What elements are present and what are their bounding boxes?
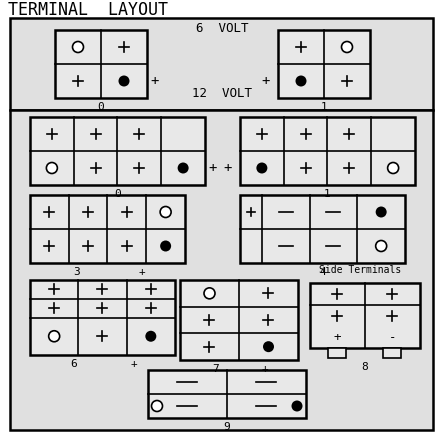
Circle shape <box>388 163 399 174</box>
Text: 0: 0 <box>114 189 121 199</box>
Circle shape <box>178 163 189 174</box>
Circle shape <box>160 241 171 252</box>
Text: +: + <box>151 74 159 88</box>
Circle shape <box>376 241 387 252</box>
Text: 1: 1 <box>324 189 331 199</box>
Text: TERMINAL  LAYOUT: TERMINAL LAYOUT <box>8 1 168 19</box>
Bar <box>148 370 306 418</box>
Text: +: + <box>262 74 270 88</box>
Bar <box>30 195 185 263</box>
Text: Side Terminals: Side Terminals <box>319 265 401 275</box>
Circle shape <box>145 331 156 342</box>
Text: +: + <box>138 267 145 277</box>
Circle shape <box>256 163 268 174</box>
Text: +: + <box>261 364 268 374</box>
Text: +: + <box>224 161 232 175</box>
Text: 6: 6 <box>70 359 77 369</box>
Bar <box>240 195 405 263</box>
Circle shape <box>49 331 60 342</box>
Circle shape <box>342 42 353 53</box>
Text: 8: 8 <box>361 362 369 372</box>
Circle shape <box>204 288 215 299</box>
Text: 6  VOLT: 6 VOLT <box>196 22 248 35</box>
Text: 12  VOLT: 12 VOLT <box>192 86 252 100</box>
Text: +: + <box>334 330 341 344</box>
Text: -: - <box>389 330 396 344</box>
Circle shape <box>160 206 171 218</box>
Text: +: + <box>131 359 138 369</box>
Text: 3: 3 <box>73 267 80 277</box>
Circle shape <box>118 75 129 86</box>
Bar <box>30 117 205 185</box>
Text: +: + <box>209 161 217 175</box>
Text: 9: 9 <box>224 422 230 432</box>
Circle shape <box>73 42 83 53</box>
Bar <box>329 348 346 358</box>
Circle shape <box>263 341 274 352</box>
Text: 7: 7 <box>212 364 219 374</box>
Circle shape <box>47 163 58 174</box>
Bar <box>310 283 420 348</box>
Bar <box>10 110 433 430</box>
Circle shape <box>376 206 387 218</box>
Bar <box>278 30 370 98</box>
Bar <box>30 280 175 355</box>
Text: 1: 1 <box>321 102 327 112</box>
Circle shape <box>291 400 303 412</box>
Text: 4: 4 <box>319 267 326 277</box>
Circle shape <box>152 400 163 412</box>
Bar <box>180 280 298 360</box>
Text: 0: 0 <box>97 102 105 112</box>
Bar <box>240 117 415 185</box>
Circle shape <box>295 75 307 86</box>
Bar <box>384 348 401 358</box>
Bar <box>55 30 147 98</box>
Bar <box>10 18 433 110</box>
